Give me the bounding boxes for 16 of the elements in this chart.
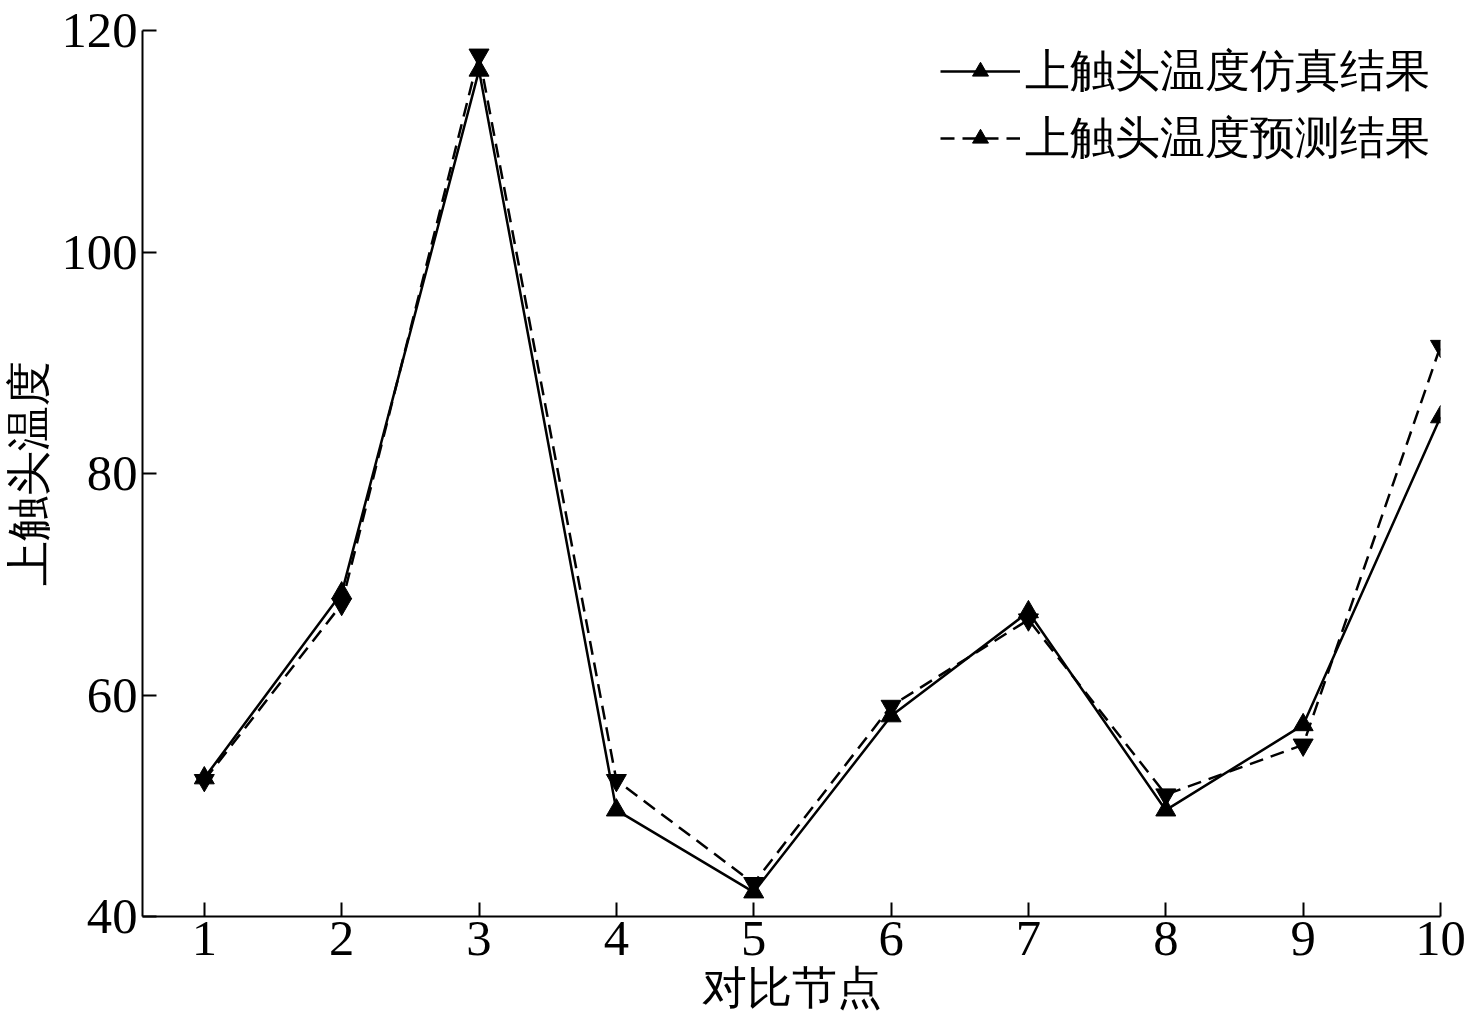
y-tick-label: 120 (61, 2, 138, 58)
x-tick-label: 8 (1153, 909, 1179, 966)
y-tick-label: 40 (86, 888, 138, 944)
x-tick-label: 1 (191, 909, 217, 966)
y-tick-label: 100 (61, 223, 138, 280)
legend-label: 上触头温度仿真结果 (1025, 45, 1430, 98)
x-tick-label: 7 (1015, 909, 1042, 966)
x-tick-label: 4 (603, 909, 630, 966)
x-tick-label: 9 (1290, 909, 1316, 966)
y-axis-title: 上触头温度 (3, 361, 54, 586)
x-tick-label: 2 (329, 909, 355, 966)
y-tick-label: 80 (86, 445, 138, 501)
legend-label: 上触头温度预测结果 (1025, 112, 1430, 165)
y-tick-label: 60 (86, 666, 138, 723)
x-tick-label: 10 (1415, 909, 1466, 966)
x-tick-label: 3 (466, 909, 492, 966)
